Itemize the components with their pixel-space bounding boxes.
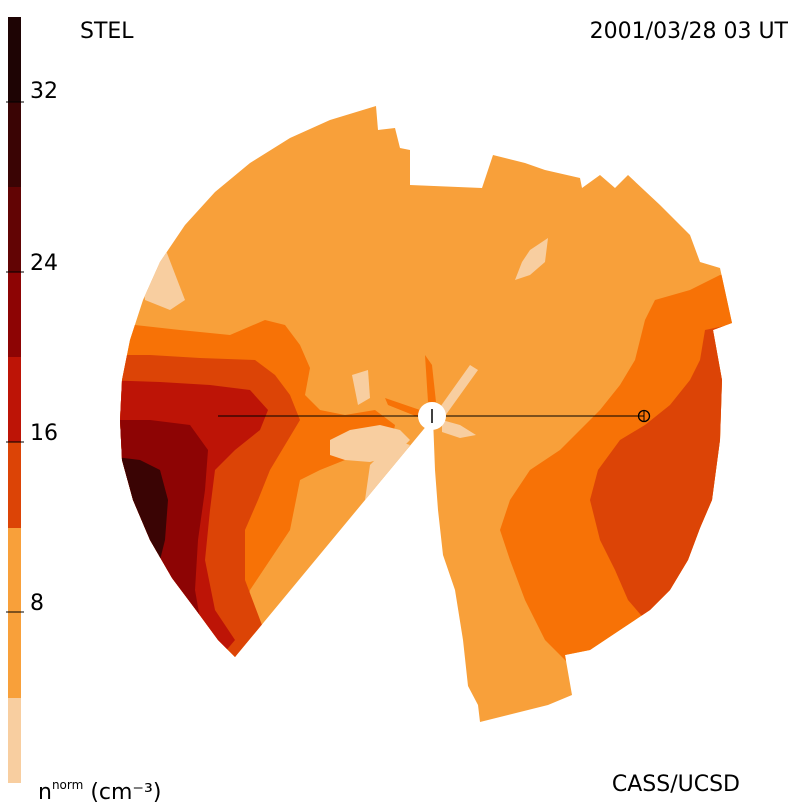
credit-label: CASS/UCSD bbox=[611, 772, 740, 797]
colorbar-level-8 bbox=[8, 17, 21, 102]
colorbar-tick-label-8: 8 bbox=[30, 591, 44, 616]
colorbar-quantity-label: nnorm (cm⁻³) bbox=[38, 773, 161, 805]
quantity-symbol: n bbox=[38, 780, 52, 805]
map-region-left-darkest bbox=[120, 455, 168, 722]
map-region-light-wedge-lower bbox=[365, 440, 410, 500]
quantity-unit: (cm⁻³) bbox=[90, 780, 162, 805]
colorbar-level-7 bbox=[8, 102, 21, 187]
colorbar-tick-label-16: 16 bbox=[30, 421, 58, 446]
map-region-light-petal-right bbox=[442, 420, 476, 438]
colorbar-tick-label-24: 24 bbox=[30, 251, 58, 276]
colorbar-level-6 bbox=[8, 187, 21, 272]
colorbar-level-1 bbox=[8, 528, 21, 698]
colorbar bbox=[6, 17, 24, 783]
map-region-orange-spike-up bbox=[425, 355, 436, 402]
colorbar-tick-label-32: 32 bbox=[30, 79, 58, 104]
sun-marker bbox=[418, 402, 446, 430]
colorbar-level-0 bbox=[8, 698, 21, 783]
colorbar-level-5 bbox=[8, 272, 21, 357]
map-region-light-patch-upper-right bbox=[515, 238, 548, 280]
quantity-superscript: norm bbox=[51, 778, 84, 792]
observatory-label: STEL bbox=[80, 19, 134, 44]
map-region-orange-spike-left bbox=[385, 398, 420, 417]
map-region-light-ray-right bbox=[438, 365, 478, 416]
colorbar-level-3 bbox=[8, 442, 21, 528]
colorbar-level-4 bbox=[8, 357, 21, 442]
map-region-light-sliver bbox=[352, 370, 370, 405]
earth-marker bbox=[637, 409, 651, 423]
datetime-label: 2001/03/28 03 UT bbox=[589, 19, 788, 44]
